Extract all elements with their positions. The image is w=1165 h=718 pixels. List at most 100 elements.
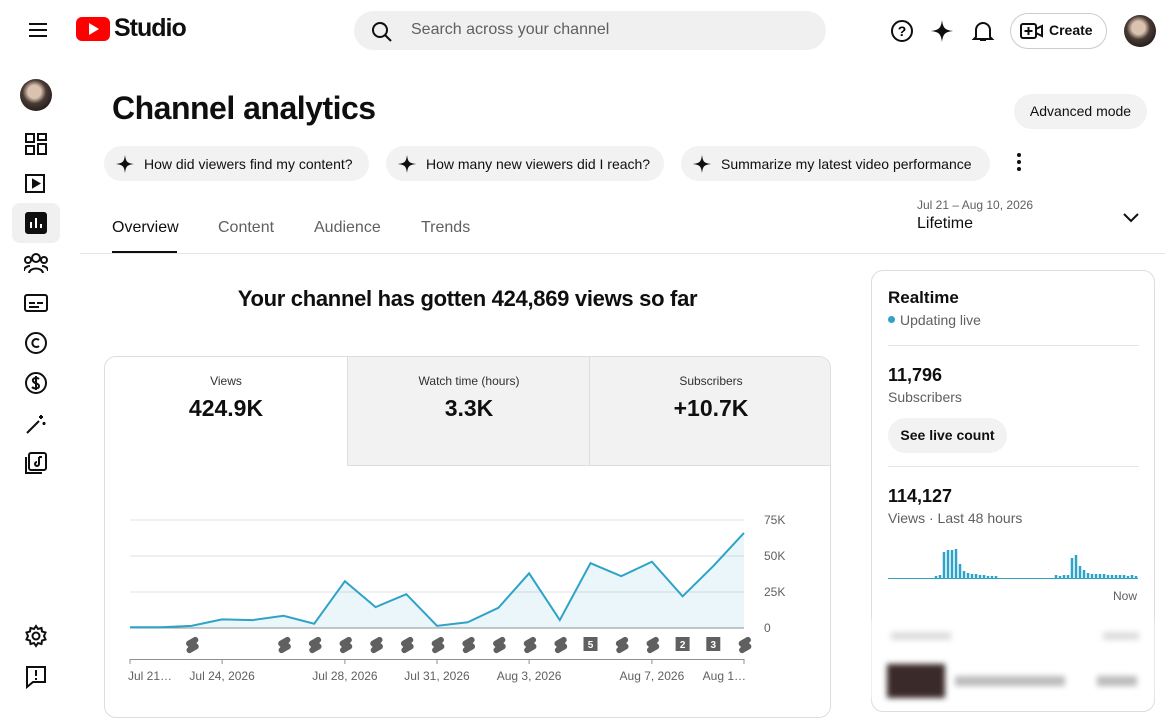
metric-tab[interactable]: Subscribers +10.7K: [589, 357, 830, 466]
date-dropdown[interactable]: [1122, 211, 1140, 225]
now-label: Now: [1113, 589, 1138, 603]
metric-value: 3.3K: [444, 395, 494, 421]
y-tick-label: 0: [764, 621, 771, 635]
x-tick-label: Jul 31, 2026: [404, 669, 470, 683]
line-chart: 0 25K 50K 75K Jul 21… Jul 24, 2026 Jul 28, 202…: [128, 513, 785, 683]
short-upload-marker: [370, 636, 383, 654]
short-upload-marker: [431, 636, 445, 654]
active-tab-underline: [112, 251, 177, 253]
metric-value: 424.9K: [188, 395, 264, 421]
upload-count-marker: 5: [583, 637, 598, 651]
short-upload-marker: [186, 636, 199, 654]
short-upload-marker: [339, 636, 353, 654]
y-tick-label: 25K: [764, 585, 785, 599]
subscriber-count: 11,796: [888, 365, 943, 385]
tab[interactable]: Content: [218, 219, 275, 236]
date-range-label[interactable]: Lifetime: [917, 215, 974, 232]
short-upload-marker: [493, 636, 506, 654]
live-dot: [888, 316, 895, 323]
upload-count-label: 2: [680, 640, 686, 651]
notifications-button[interactable]: [971, 19, 995, 43]
advanced-mode-button[interactable]: Advanced mode: [1014, 94, 1147, 129]
create-button[interactable]: [1010, 13, 1107, 49]
page: Studio Search across your channel ? Crea…: [12, 11, 1165, 718]
metric-value: +10.7K: [673, 395, 749, 421]
metric-label: Watch time (hours): [418, 374, 520, 388]
menu-button[interactable]: [28, 20, 48, 40]
suggestion-text: How did viewers find my content?: [144, 155, 353, 172]
realtime-sparkbars: [888, 549, 1138, 579]
short-upload-marker: [646, 636, 660, 654]
realtime-status: Updating live: [900, 312, 981, 328]
search-placeholder: Search across your channel: [411, 21, 610, 38]
nav-icons[interactable]: [24, 132, 48, 482]
suggestion-chip[interactable]: Summarize my latest video performance: [681, 146, 990, 181]
short-upload-marker: [308, 636, 322, 654]
logo-text[interactable]: Studio: [114, 14, 187, 42]
upload-count-box: [675, 637, 690, 651]
create-icon: [1020, 23, 1043, 39]
divider: [888, 466, 1139, 467]
views-label: Views · Last 48 hours: [888, 510, 1023, 526]
more-button[interactable]: [1012, 152, 1026, 172]
upload-count-marker: 3: [706, 637, 721, 651]
summary: Your channel has gotten 424,869 views so…: [237, 286, 698, 311]
tab[interactable]: Trends: [421, 219, 471, 236]
create-label: Create: [1049, 22, 1093, 38]
upload-count-label: 5: [588, 640, 594, 651]
x-tick-label: Aug 1…: [703, 669, 746, 683]
upload-count-label: 3: [711, 640, 717, 651]
x-tick-label: Jul 24, 2026: [189, 669, 255, 683]
blurred-list: [871, 620, 1153, 698]
divider: [80, 253, 1165, 254]
ai-button[interactable]: [930, 19, 954, 43]
chart-card: Views 424.9K Watch time (hours) 3.3K Subsc…: [104, 356, 831, 718]
spark-icon: [693, 154, 711, 173]
y-tick-label: 75K: [764, 513, 785, 527]
metric-label: Views: [210, 374, 242, 388]
line: [130, 532, 745, 629]
tab[interactable]: Overview: [112, 219, 179, 236]
short-upload-marker: [523, 636, 537, 654]
views-count: 114,127: [888, 486, 953, 506]
search-box[interactable]: [354, 11, 826, 50]
page-title: Channel analytics: [112, 90, 376, 126]
x-tick-label: Jul 28, 2026: [312, 669, 378, 683]
suggestion-chip[interactable]: How did viewers find my content?: [104, 146, 369, 181]
suggestion-text: Summarize my latest video performance: [721, 155, 972, 172]
help-button[interactable]: ?: [890, 19, 914, 43]
search-icon: [372, 22, 392, 42]
metric-tab[interactable]: Watch time (hours) 3.3K: [347, 357, 590, 466]
date-range[interactable]: Jul 21 – Aug 10, 2026: [917, 198, 1034, 212]
short-upload-marker: [738, 636, 752, 654]
x-tick-label: Jul 21…: [128, 669, 172, 683]
short-upload-marker: [462, 636, 476, 654]
spark-icon: [398, 154, 416, 173]
short-upload-marker: [400, 636, 414, 654]
svg-text:?: ?: [898, 23, 907, 39]
y-tick-label: 50K: [764, 549, 785, 563]
realtime-title: Realtime: [888, 288, 959, 307]
metric-label: Subscribers: [679, 374, 743, 388]
upload-count-box: [583, 637, 598, 651]
upload-count-box: [706, 637, 721, 651]
logo-icon[interactable]: [76, 17, 112, 43]
live-count-button[interactable]: See live count: [888, 418, 1007, 453]
suggestion-text: How many new viewers did I reach?: [426, 155, 651, 172]
suggestion-chip[interactable]: How many new viewers did I reach?: [386, 146, 664, 181]
short-upload-marker: [615, 636, 629, 654]
account-avatar[interactable]: [1124, 15, 1156, 47]
x-tick-label: Aug 3, 2026: [497, 669, 562, 683]
divider: [888, 345, 1139, 346]
channel-avatar[interactable]: [20, 79, 52, 111]
x-tick-label: Aug 7, 2026: [620, 669, 685, 683]
short-upload-marker: [278, 636, 291, 654]
nav-bottom-icons[interactable]: [24, 624, 48, 690]
short-upload-marker: [554, 636, 568, 654]
tab[interactable]: Audience: [314, 219, 381, 236]
metric-tab[interactable]: Views 424.9K: [105, 357, 347, 465]
subscriber-label: Subscribers: [888, 389, 962, 405]
upload-count-marker: 2: [675, 637, 690, 651]
spark-icon: [116, 154, 134, 173]
area: [130, 532, 744, 628]
